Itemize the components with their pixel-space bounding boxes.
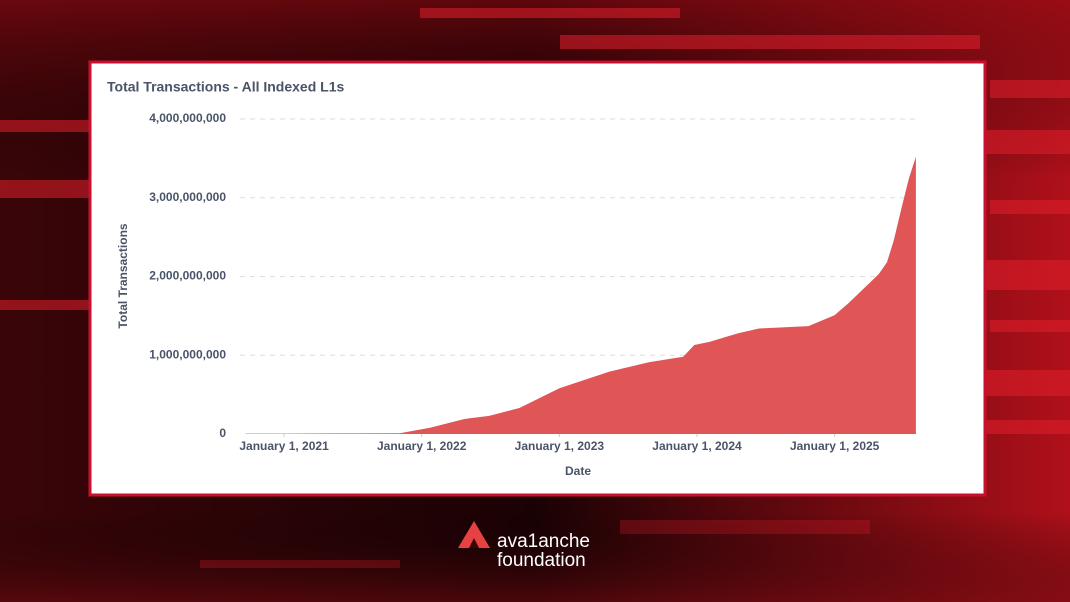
bg-stripes	[0, 8, 1070, 568]
y-tick-label: 2,000,000,000	[149, 269, 226, 283]
x-tick-label: January 1, 2022	[377, 439, 467, 453]
y-tick-label: 0	[219, 426, 226, 440]
logo-text: ava1anche	[497, 531, 590, 552]
logo-text: foundation	[497, 550, 586, 571]
logo: ava1anche foundation	[458, 521, 590, 571]
logo-mark	[458, 521, 490, 548]
x-tick-label: January 1, 2023	[515, 439, 605, 453]
y-axis-label: Total Transactions	[116, 223, 130, 328]
x-tick-label: January 1, 2021	[239, 439, 329, 453]
y-tick-label: 1,000,000,000	[149, 347, 226, 361]
chart-title: Total Transactions - All Indexed L1s	[107, 79, 344, 95]
x-tick-label: January 1, 2024	[652, 439, 742, 453]
logo-mark-cut	[469, 538, 479, 548]
x-axis-label: Date	[565, 464, 591, 478]
y-tick-label: 3,000,000,000	[149, 190, 226, 204]
y-tick-label: 4,000,000,000	[149, 111, 226, 125]
x-tick-label: January 1, 2025	[790, 439, 880, 453]
area	[245, 156, 916, 435]
